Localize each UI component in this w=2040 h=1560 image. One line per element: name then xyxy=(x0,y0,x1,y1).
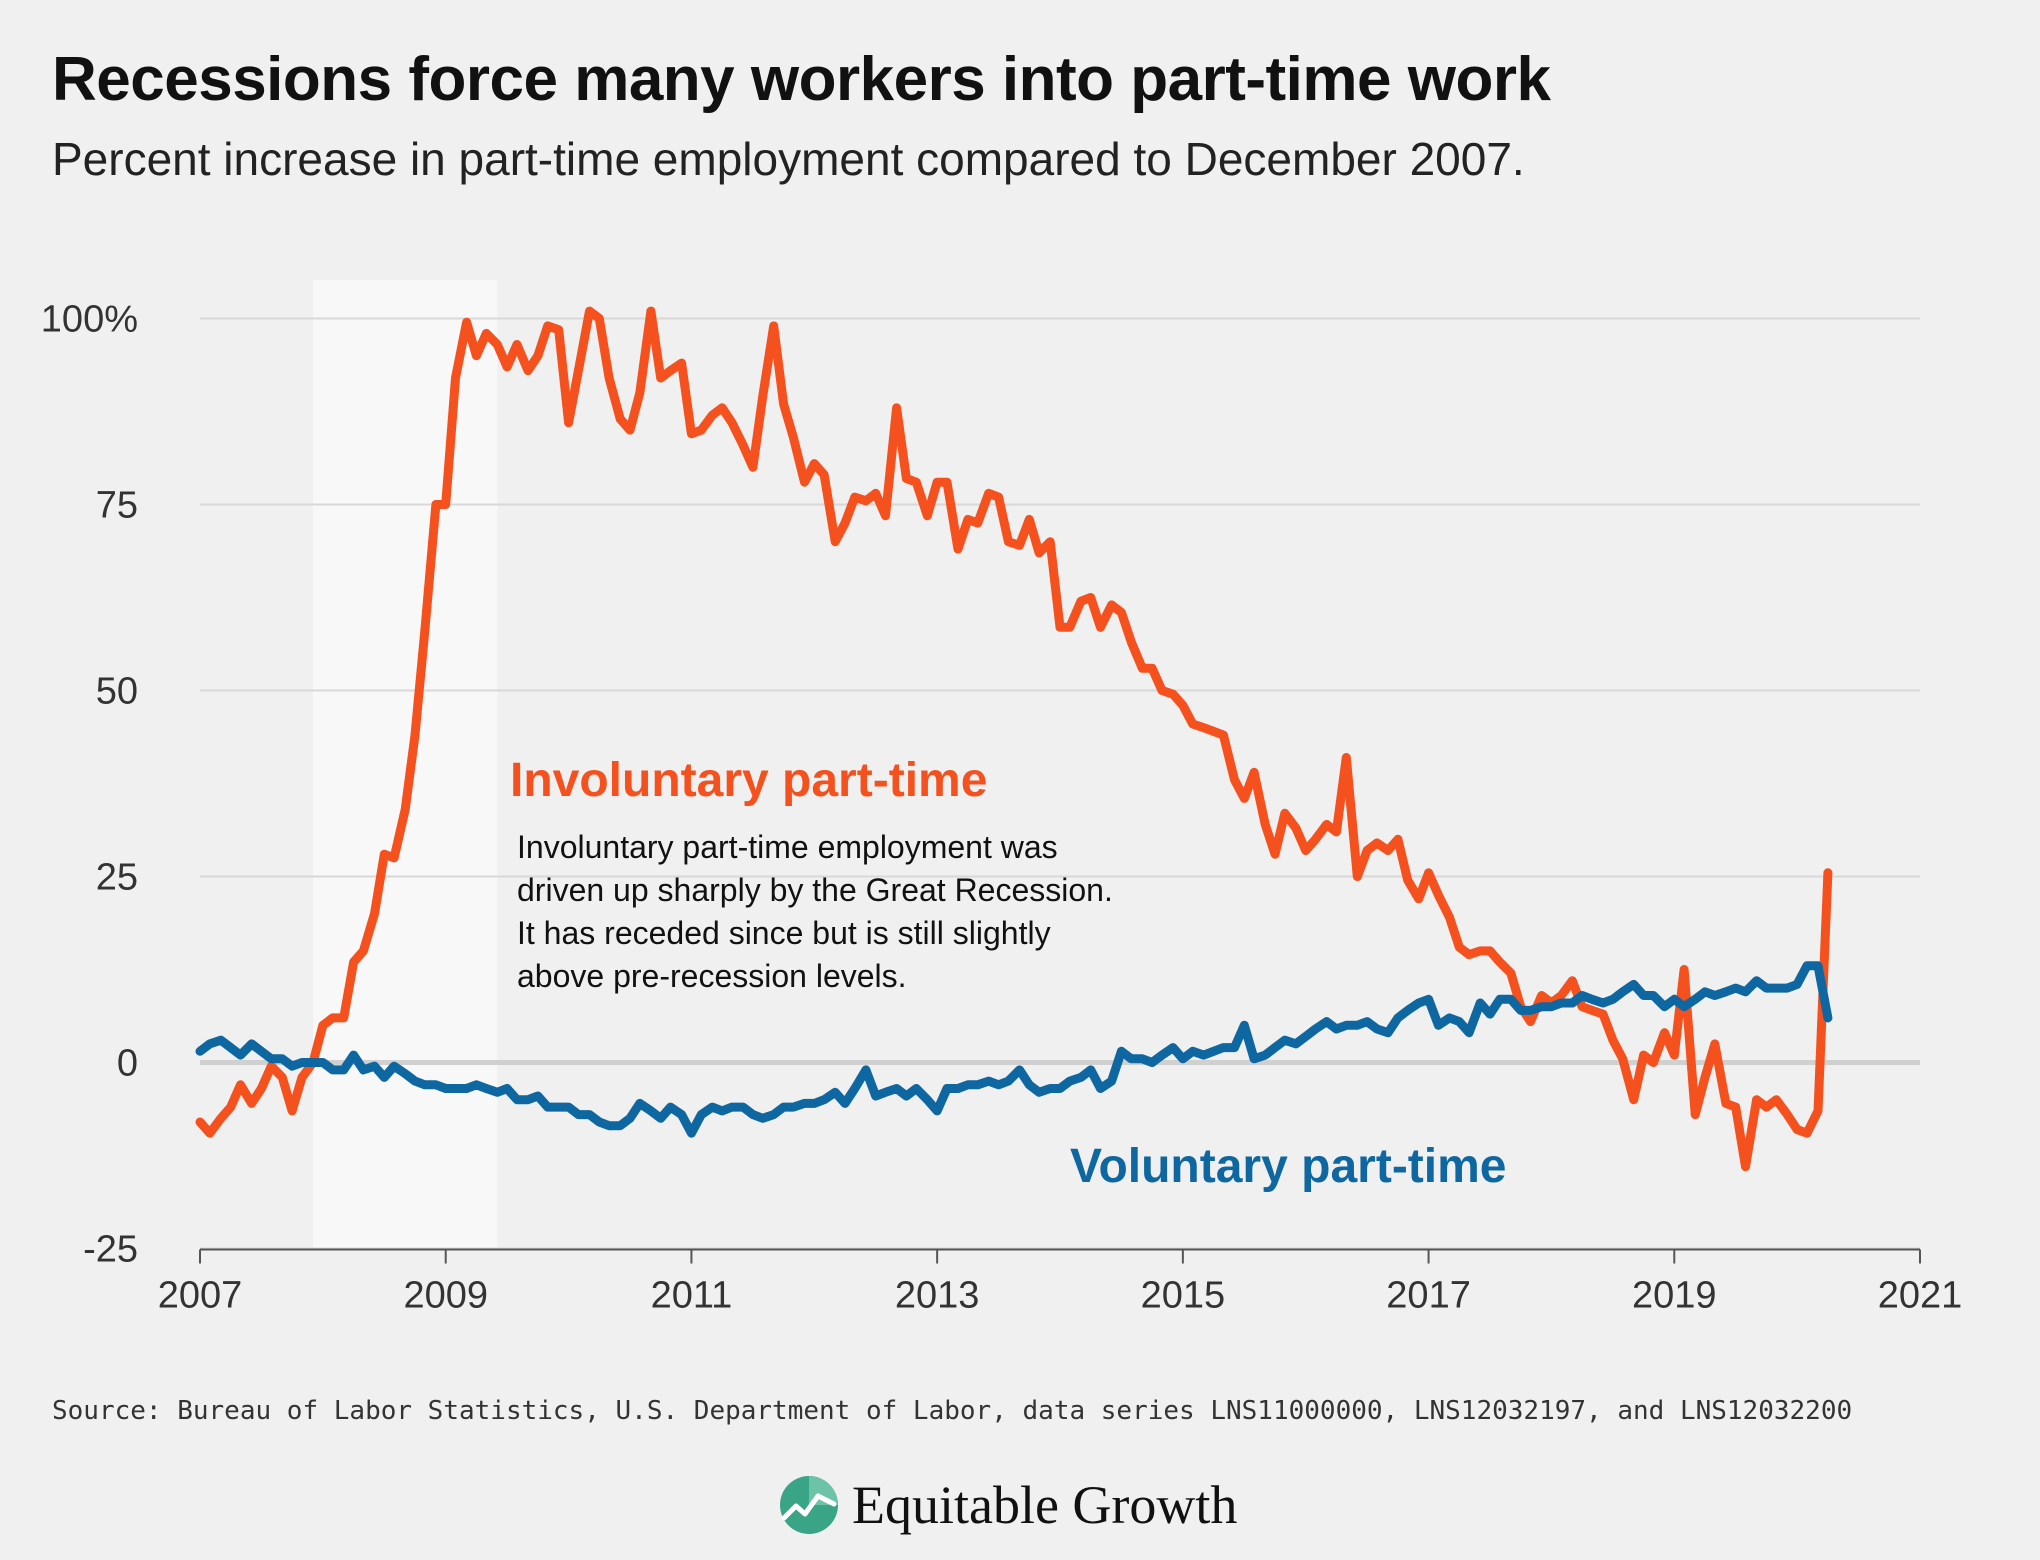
brand-logo: Equitable Growth xyxy=(778,1474,1237,1536)
series-label-voluntary: Voluntary part-time xyxy=(1070,1140,1507,1193)
annotation-line: Involuntary part-time employment was xyxy=(517,829,1058,865)
recession-band xyxy=(313,280,498,1249)
series-line-voluntary xyxy=(195,961,1833,1138)
brand-name: Equitable Growth xyxy=(852,1475,1238,1535)
y-tick-label: 25 xyxy=(96,857,138,899)
x-tick-label: 2011 xyxy=(651,1275,733,1317)
source-note: Source: Bureau of Labor Statistics, U.S.… xyxy=(52,1396,1853,1426)
x-tick-label: 2019 xyxy=(1632,1275,1717,1317)
chart-subtitle: Percent increase in part-time employment… xyxy=(52,133,1525,185)
x-tick-label: 2007 xyxy=(158,1275,243,1317)
line-chart: 100% 75 50 25 0 -25 2007 2009 2011 2013 2015 2017 20… xyxy=(40,280,1963,1317)
x-tick-label: 2017 xyxy=(1386,1275,1471,1317)
x-tick-label: 2009 xyxy=(403,1275,488,1317)
chart-title: Recessions force many workers into part-… xyxy=(52,45,1551,114)
annotation-line: It has receded since but is still slight… xyxy=(517,915,1051,951)
series-line-involuntary xyxy=(195,306,1833,1172)
annotation-line: above pre-recession levels. xyxy=(517,958,907,994)
y-tick-label: 75 xyxy=(96,485,138,527)
x-tick-label: 2013 xyxy=(895,1275,980,1317)
x-tick-label: 2021 xyxy=(1878,1275,1963,1317)
growth-chart-leaf-icon xyxy=(780,1476,838,1534)
y-tick-label: 100% xyxy=(41,299,138,341)
x-tick-label: 2015 xyxy=(1141,1275,1226,1317)
y-tick-label: 0 xyxy=(117,1043,138,1085)
annotation-line: driven up sharply by the Great Recession… xyxy=(517,872,1113,908)
series-label-involuntary: Involuntary part-time xyxy=(510,754,987,807)
y-tick-label: 50 xyxy=(96,671,138,713)
y-tick-label: -25 xyxy=(83,1229,138,1271)
